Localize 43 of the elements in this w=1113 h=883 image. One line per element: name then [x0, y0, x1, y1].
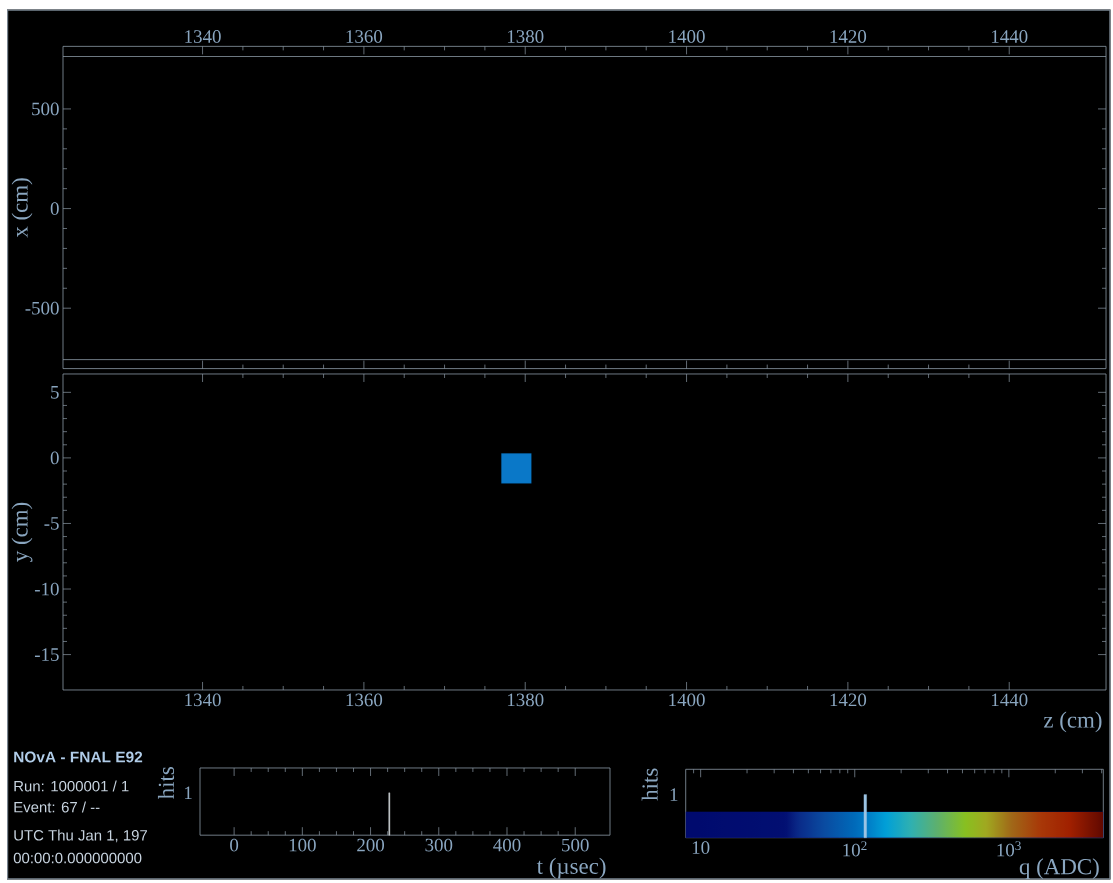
y-tick-label: 0: [50, 451, 59, 465]
text: NOvA - FNAL E92: [14, 751, 143, 763]
x-tick-label: 1340: [185, 30, 221, 43]
x-tick-label: 10: [692, 841, 710, 854]
x-tick-label: 1400: [669, 30, 705, 43]
y-tick-label: -500: [25, 301, 59, 315]
y-tick-label: 500: [32, 102, 59, 116]
text: 1: [185, 786, 192, 800]
text: Event: 67 / --: [14, 801, 100, 813]
x-tick-label: 10$^{2}$: [843, 841, 867, 857]
x-tick-label: 1420: [830, 693, 867, 707]
text: Run: 1000001 / 1: [14, 780, 129, 792]
x-tick-label: 500: [562, 838, 589, 852]
x-axis-title: t (µsec): [536, 857, 606, 879]
y-tick-label: 0: [50, 202, 59, 215]
x-tick-label: 1380: [507, 30, 544, 43]
x-tick-label: 1440: [991, 693, 1028, 707]
y-axis-title: x (cm): [11, 178, 33, 238]
x-tick-label: 1340: [185, 693, 221, 707]
text: 1: [670, 788, 678, 801]
x-tick-label: 1400: [669, 693, 705, 707]
y-tick-label: -15: [34, 648, 59, 661]
x-tick-label: 100: [289, 838, 316, 852]
y-axis-title: y (cm): [11, 502, 33, 562]
x-tick-label: 1420: [830, 30, 867, 43]
x-tick-label: 1360: [346, 693, 383, 707]
text: 00:00:0.000000000: [13, 852, 142, 864]
x-axis-title: q (ADC): [1019, 858, 1099, 880]
x-tick-label: 200: [357, 838, 385, 852]
y-axis-title: hits: [641, 768, 658, 801]
y-tick-label: -5: [44, 517, 59, 530]
x-tick-label: 300: [425, 838, 453, 852]
y-tick-label: 5: [51, 386, 59, 399]
x-tick-label: 10$^{3}$: [997, 841, 1021, 857]
x-tick-label: 1380: [507, 693, 544, 707]
x-tick-label: 400: [493, 838, 521, 852]
y-axis-title: hits: [157, 767, 175, 800]
x-tick-label: 1360: [346, 30, 383, 43]
x-axis-title: z (cm): [1043, 711, 1102, 733]
y-tick-label: -10: [34, 582, 59, 596]
x-tick-label: 1440: [991, 30, 1028, 43]
text: UTC Thu Jan 1, 197: [14, 829, 147, 843]
x-tick-label: 0: [230, 838, 239, 852]
